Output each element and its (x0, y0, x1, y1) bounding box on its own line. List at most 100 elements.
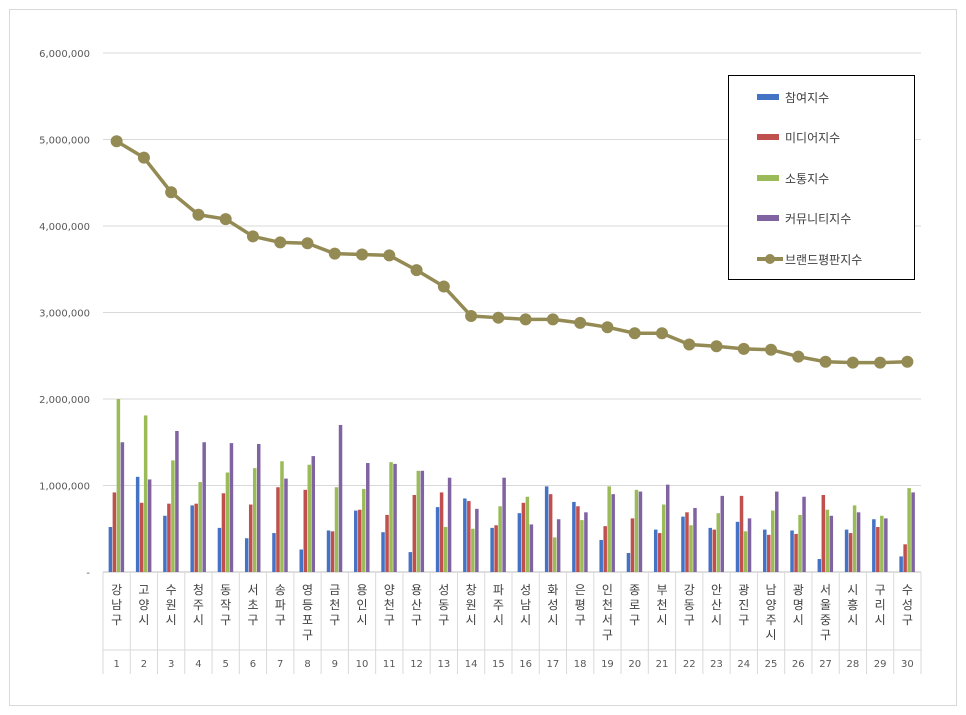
bar-미디어지수 (194, 503, 198, 572)
bar-미디어지수 (848, 533, 853, 572)
point-브랜드평판지수 (546, 313, 559, 326)
bar-소통지수 (580, 520, 584, 572)
bar-참여지수 (463, 498, 467, 572)
bar-소통지수 (798, 514, 802, 572)
rank-label: 17 (547, 659, 560, 670)
bar-커뮤니티지수 (884, 518, 888, 572)
bar-커뮤니티지수 (856, 512, 861, 572)
bar-커뮤니티지수 (229, 443, 234, 572)
bar-참여지수 (844, 529, 849, 572)
bar-소통지수 (362, 488, 366, 572)
bar-커뮤니티지수 (529, 524, 534, 572)
legend-label-participation: 참여지수 (785, 90, 830, 105)
legend-swatch-community (757, 215, 779, 221)
rank-label: 28 (846, 659, 859, 670)
rank-label: 19 (601, 659, 614, 670)
bar-커뮤니티지수 (175, 431, 179, 572)
point-브랜드평판지수 (219, 213, 232, 226)
bar-미디어지수 (739, 495, 744, 572)
rank-label: 20 (628, 659, 641, 670)
bar-커뮤니티지수 (611, 494, 615, 572)
point-브랜드평판지수 (846, 356, 859, 369)
bar-참여지수 (381, 532, 385, 572)
rank-label: 12 (410, 659, 423, 670)
point-브랜드평판지수 (792, 350, 805, 363)
bar-소통지수 (498, 506, 502, 572)
bar-미디어지수 (112, 492, 117, 572)
bar-커뮤니티지수 (829, 515, 834, 572)
bar-커뮤니티지수 (747, 518, 752, 572)
bar-커뮤니티지수 (311, 456, 315, 572)
bar-참여지수 (490, 527, 494, 572)
point-브랜드평판지수 (765, 343, 778, 356)
rank-label: 9 (332, 659, 338, 670)
bar-참여지수 (408, 552, 413, 572)
point-브랜드평판지수 (383, 249, 396, 262)
bar-소통지수 (252, 468, 257, 572)
bar-참여지수 (681, 516, 685, 572)
legend-swatch-participation (757, 94, 779, 100)
rank-label: 7 (277, 659, 283, 670)
point-브랜드평판지수 (137, 151, 150, 164)
bar-소통지수 (389, 462, 393, 572)
rank-label: 11 (383, 659, 396, 670)
bar-참여지수 (817, 559, 822, 572)
bar-소통지수 (689, 525, 693, 572)
rank-label: 6 (250, 659, 256, 670)
bar-참여지수 (599, 539, 603, 572)
bar-커뮤니티지수 (475, 508, 479, 572)
legend-swatch-brand-reputation (757, 254, 783, 264)
bar-미디어지수 (712, 529, 716, 572)
y-tick-label: 6,000,000 (39, 49, 90, 60)
bar-소통지수 (552, 537, 557, 572)
bar-소통지수 (771, 510, 775, 572)
bar-미디어지수 (685, 512, 689, 572)
legend-swatch-media (757, 134, 779, 140)
bar-소통지수 (634, 489, 639, 572)
bar-미디어지수 (467, 501, 471, 572)
legend-item-brand-reputation: 브랜드평판지수 (757, 249, 862, 269)
bar-참여지수 (735, 521, 740, 572)
rank-label: 13 (437, 659, 450, 670)
point-브랜드평판지수 (683, 338, 696, 351)
point-브랜드평판지수 (901, 355, 914, 368)
bar-참여지수 (326, 530, 331, 572)
rank-label: 8 (304, 659, 310, 670)
point-브랜드평판지수 (628, 327, 641, 340)
bar-참여지수 (872, 519, 876, 572)
bar-참여지수 (899, 556, 903, 572)
bar-커뮤니티지수 (775, 491, 779, 572)
rank-label: 22 (683, 659, 696, 670)
bar-미디어지수 (821, 495, 826, 572)
bar-소통지수 (307, 464, 311, 572)
point-브랜드평판지수 (165, 186, 178, 199)
rank-label: 3 (168, 659, 174, 670)
point-브랜드평판지수 (437, 280, 450, 293)
rank-label: 10 (356, 659, 369, 670)
bar-소통지수 (607, 486, 611, 572)
bar-소통지수 (743, 531, 748, 572)
legend-label-community: 커뮤니티지수 (785, 211, 852, 226)
legend-swatch-communication (757, 175, 779, 181)
legend-item-media: 미디어지수 (757, 127, 840, 147)
point-브랜드평판지수 (519, 313, 532, 326)
bar-참여지수 (572, 501, 576, 572)
y-tick-label: - (86, 568, 90, 579)
point-브랜드평판지수 (110, 135, 123, 148)
bar-커뮤니티지수 (447, 477, 452, 572)
y-tick-label: 3,000,000 (39, 309, 90, 320)
bar-소통지수 (661, 504, 666, 572)
bar-미디어지수 (876, 527, 880, 572)
